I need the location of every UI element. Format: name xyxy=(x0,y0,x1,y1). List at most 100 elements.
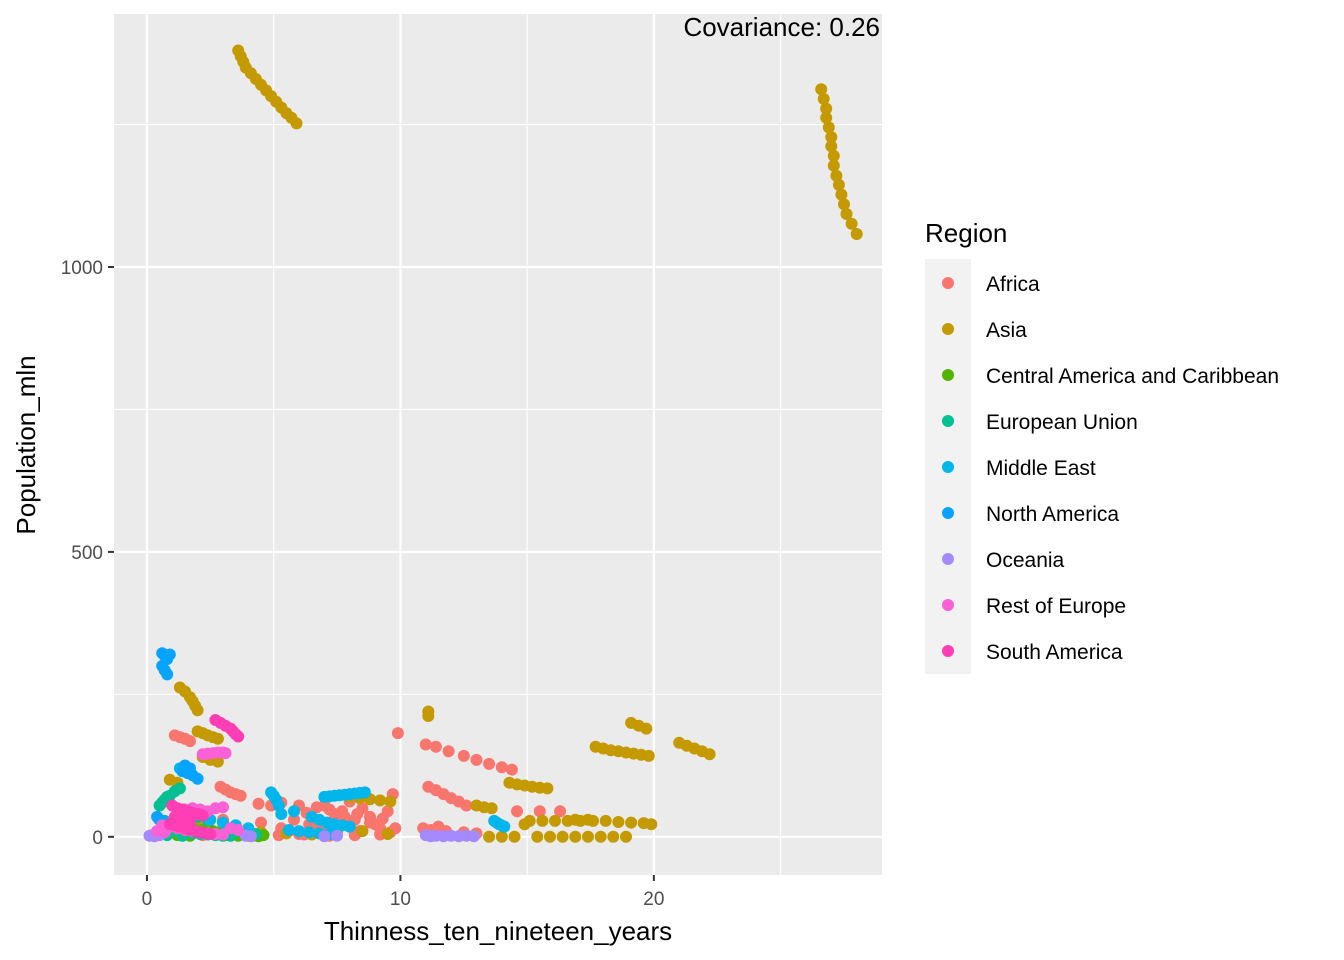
data-point xyxy=(374,794,387,807)
legend-swatch xyxy=(942,553,954,565)
data-point xyxy=(356,802,369,815)
data-point xyxy=(275,808,288,820)
data-point xyxy=(569,830,582,843)
data-point xyxy=(293,825,305,838)
series-south-america xyxy=(163,714,245,840)
data-point xyxy=(483,830,496,843)
data-point xyxy=(827,159,840,172)
data-point xyxy=(331,829,343,842)
data-point xyxy=(282,824,295,836)
data-point xyxy=(840,208,853,220)
legend-item: Africa xyxy=(942,273,1040,296)
series-asia xyxy=(163,44,863,843)
legend-label: South America xyxy=(986,641,1123,664)
legend-label: Africa xyxy=(986,273,1040,296)
data-point xyxy=(244,830,257,843)
data-point xyxy=(825,131,838,144)
data-point xyxy=(582,830,594,843)
data-point xyxy=(204,828,217,840)
data-point xyxy=(219,747,232,760)
data-point xyxy=(457,749,470,762)
data-point xyxy=(184,762,196,775)
grid-lines xyxy=(114,14,882,875)
data-point xyxy=(835,188,848,201)
data-point xyxy=(838,198,850,211)
covariance-annotation: Covariance: 0.26 xyxy=(683,12,880,42)
legend-item: European Union xyxy=(942,411,1138,434)
legend-item: South America xyxy=(942,641,1123,664)
data-point xyxy=(822,121,835,134)
data-point xyxy=(252,797,265,810)
legend-item: Oceania xyxy=(942,549,1065,572)
data-point xyxy=(356,825,369,838)
data-point xyxy=(495,761,508,774)
legend-title: Region xyxy=(925,218,1007,248)
data-point xyxy=(817,92,830,105)
y-tick-label: 0 xyxy=(92,828,103,849)
data-point xyxy=(191,772,204,785)
data-point xyxy=(556,830,569,843)
data-point xyxy=(599,814,612,827)
data-point xyxy=(830,169,843,182)
legend-swatch xyxy=(942,645,954,657)
legend-swatch xyxy=(942,369,954,381)
data-point xyxy=(498,820,511,833)
data-point xyxy=(419,738,432,751)
data-point xyxy=(429,740,442,753)
data-point xyxy=(173,782,186,795)
y-axis-ticks: 0 500 1000 xyxy=(61,258,114,849)
data-point xyxy=(196,809,209,822)
data-point xyxy=(508,830,521,843)
data-point xyxy=(232,730,245,743)
data-point xyxy=(288,813,300,826)
legend-items: Africa Asia Central America and Caribbean E… xyxy=(942,273,1279,664)
data-point xyxy=(290,117,303,130)
series-middle-east xyxy=(173,759,511,840)
data-point xyxy=(369,818,382,831)
data-point xyxy=(536,814,549,827)
data-points xyxy=(143,44,863,843)
legend-swatch xyxy=(942,277,954,289)
legend-label: North America xyxy=(986,503,1119,526)
data-point xyxy=(422,710,435,722)
data-point xyxy=(554,805,567,818)
data-point xyxy=(850,228,863,240)
data-point xyxy=(191,704,204,717)
x-tick-label: 0 xyxy=(142,889,153,910)
y-axis-title: Population_mln xyxy=(11,355,41,534)
data-point xyxy=(505,763,518,776)
legend-item: Asia xyxy=(942,319,1027,342)
data-point xyxy=(533,805,546,818)
legend-swatch xyxy=(942,415,954,427)
data-point xyxy=(832,178,845,191)
data-point xyxy=(645,818,658,831)
data-point xyxy=(607,830,620,843)
data-point xyxy=(827,149,840,162)
data-point xyxy=(625,816,638,829)
data-point xyxy=(384,795,397,808)
legend-swatch xyxy=(942,323,954,335)
data-point xyxy=(569,813,582,826)
data-point xyxy=(815,83,828,96)
data-point xyxy=(825,140,838,153)
data-point xyxy=(358,786,371,799)
data-point xyxy=(640,722,653,735)
data-point xyxy=(419,829,432,842)
data-point xyxy=(467,830,480,843)
data-point xyxy=(485,802,498,815)
data-point xyxy=(460,799,473,812)
data-point xyxy=(318,799,331,812)
data-point xyxy=(328,808,341,820)
data-point xyxy=(582,813,594,826)
data-point xyxy=(549,814,561,827)
legend-label: Oceania xyxy=(986,549,1065,572)
legend-item: Middle East xyxy=(942,457,1096,480)
data-point xyxy=(343,820,356,833)
data-point xyxy=(642,749,655,762)
data-point xyxy=(381,805,394,818)
legend-label: Central America and Caribbean xyxy=(986,365,1279,388)
data-point xyxy=(544,830,556,843)
data-point xyxy=(217,801,229,814)
data-point xyxy=(612,816,625,828)
